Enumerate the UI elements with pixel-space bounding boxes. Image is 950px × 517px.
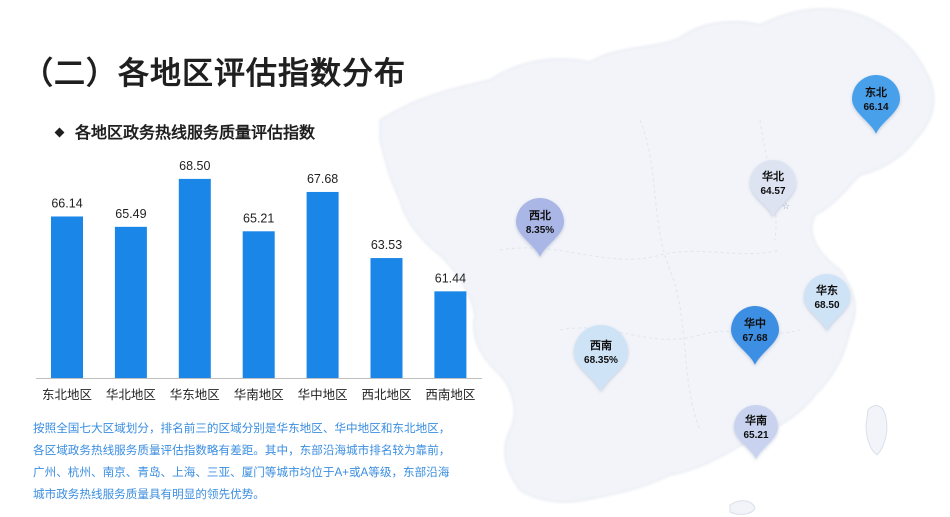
map-pin-marker-icon (750, 160, 796, 217)
map-pin-华南: 华南 65.21 (734, 405, 778, 459)
bar-value-label: 63.53 (371, 238, 402, 252)
bar-value-label: 65.21 (243, 211, 274, 225)
x-tick-label: 华东地区 (170, 387, 220, 402)
description-line: 城市政务热线服务质量具有明显的领先优势。 (33, 488, 265, 501)
map-pin-marker-icon (734, 405, 778, 459)
bar-东北地区 (51, 216, 83, 378)
map-pin-region-label: 华南 (745, 413, 767, 427)
map-pin-value-label: 67.68 (742, 333, 767, 344)
map-pin-region-label: 华东 (816, 283, 838, 297)
capital-star-icon: ☆ (782, 201, 790, 211)
x-tick-label: 华中地区 (298, 387, 348, 402)
bar-value-label: 65.49 (115, 207, 146, 221)
description-line: 广州、杭州、南京、青岛、上海、三亚、厦门等城市均位于A+或A等级，东部沿海 (33, 466, 450, 479)
map-pin-region-label: 东北 (865, 85, 887, 99)
x-tick-label: 西南地区 (425, 387, 475, 402)
description-line: 按照全国七大区域划分，排名前三的区域分别是华东地区、华中地区和东北地区， (33, 422, 451, 435)
map-pin-marker-icon (731, 306, 779, 365)
bar-value-label: 68.50 (179, 159, 210, 173)
x-tick-label: 华南地区 (234, 387, 284, 402)
map-pin-region-label: 西南 (590, 338, 612, 352)
bar-西南地区 (434, 291, 467, 378)
map-landmass: ☆ (379, 8, 935, 515)
map-pin-region-label: 西北 (529, 208, 551, 222)
map-pin-marker-icon (516, 198, 564, 257)
chart-title: 各地区政务热线服务质量评估指数 (54, 119, 316, 143)
map-pin-value-label: 66.14 (863, 102, 888, 113)
description-line: 各区域政务热线服务质量评估指数略有差距。其中，东部沿海城市排名较为靠前， (33, 444, 451, 457)
x-tick-label: 西北地区 (361, 388, 411, 402)
bar-华南地区 (242, 231, 275, 378)
map-pin-marker-icon (574, 325, 628, 392)
map-pin-value-label: 65.21 (743, 430, 768, 441)
description-text: 按照全国七大区域划分，排名前三的区域分别是华东地区、华中地区和东北地区， 各区域… (33, 418, 503, 506)
x-tick-label: 华北地区 (106, 387, 156, 402)
bar-value-label: 66.14 (51, 196, 82, 210)
map-pin-region-label: 华北 (762, 169, 784, 183)
map-pin-region-label: 华中 (744, 316, 766, 330)
chart-title-text: 各地区政务热线服务质量评估指数 (75, 125, 316, 142)
map-pin-value-label: 8.35% (526, 225, 554, 236)
map-pin-marker-icon (852, 75, 900, 134)
map-pin-华北: 华北 64.57 (750, 160, 796, 217)
map-pin-marker-icon (804, 274, 850, 331)
map-pin-value-label: 68.35% (584, 355, 618, 366)
bar-西北地区 (370, 258, 403, 378)
bar-华中地区 (306, 191, 339, 378)
bar-value-label: 61.44 (435, 271, 466, 285)
page-title: （二）各地区评估指数分布 (22, 56, 406, 91)
x-tick-label: 东北地区 (42, 388, 92, 402)
map-pin-东北: 东北 66.14 (852, 75, 900, 134)
map-pin-西北: 西北 8.35% (516, 198, 564, 257)
bar-华北地区 (114, 226, 147, 378)
map-pin-西南: 西南 68.35% (574, 325, 628, 392)
map-pin-value-label: 64.57 (760, 186, 785, 197)
map-pin-华东: 华东 68.50 (804, 274, 850, 331)
bar-value-label: 67.68 (307, 172, 338, 186)
map-pin-华中: 华中 67.68 (731, 306, 779, 365)
map-pin-value-label: 68.50 (814, 300, 839, 311)
bar-华东地区 (178, 178, 211, 378)
